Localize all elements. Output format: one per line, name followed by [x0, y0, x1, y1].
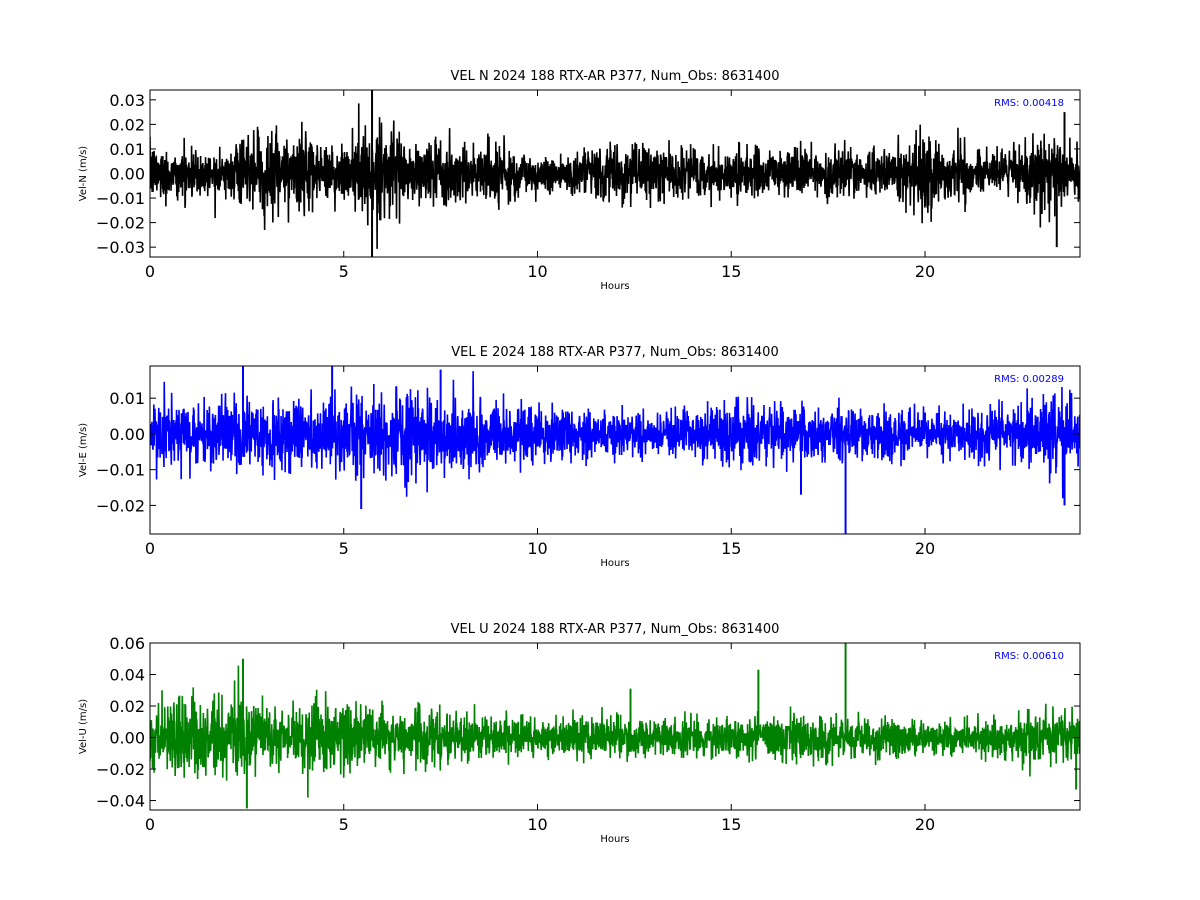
y-tick-label: −0.01 — [96, 461, 145, 480]
x-tick-label: 10 — [527, 262, 547, 281]
chart-title: VEL E 2024 188 RTX-AR P377, Num_Obs: 863… — [451, 345, 778, 360]
x-tick-label: 0 — [145, 262, 155, 281]
x-tick-label: 5 — [339, 539, 349, 558]
y-tick-label: 0.00 — [109, 425, 145, 444]
x-tick-label: 10 — [527, 815, 547, 834]
velocity-up-panel: 0 5 10 15 20 −0.04 −0.02 0.00 0.02 0.04 0.06 VEL U … — [78, 622, 1081, 845]
y-tick-label: 0.02 — [109, 115, 145, 134]
x-tick-label: 20 — [915, 539, 935, 558]
x-tick-label: 15 — [721, 539, 741, 558]
axes-frame — [149, 365, 1081, 535]
y-axis-label: Vel-E (m/s) — [78, 423, 89, 477]
x-tick-label: 10 — [527, 539, 547, 558]
x-tick-label: 20 — [915, 262, 935, 281]
velocity-north-panel: 0 5 10 15 20 −0.03 −0.02 −0.01 0.00 0.01 0.02 0.03 V… — [78, 69, 1081, 292]
y-tick-label: −0.02 — [96, 496, 145, 515]
y-tick-label: 0.04 — [109, 666, 145, 685]
series-line — [150, 103, 1080, 249]
y-tick-label: −0.01 — [96, 189, 145, 208]
x-tick-label: 5 — [339, 815, 349, 834]
rms-annotation: RMS: 0.00418 — [994, 98, 1064, 109]
y-tick-label: 0.06 — [109, 634, 145, 653]
y-tick-label: 0.03 — [109, 91, 145, 110]
x-axis-label: Hours — [600, 558, 629, 569]
y-axis-label: Vel-N (m/s) — [78, 146, 89, 201]
x-axis-label: Hours — [600, 834, 629, 845]
y-tick-label: 0.00 — [109, 729, 145, 748]
y-tick-label: −0.02 — [96, 214, 145, 233]
rms-annotation: RMS: 0.00610 — [994, 651, 1064, 662]
y-tick-label: −0.03 — [96, 238, 145, 257]
x-axis-label: Hours — [600, 281, 629, 292]
y-tick-label: 0.02 — [109, 697, 145, 716]
x-tick-label: 5 — [339, 262, 349, 281]
axes-frame — [149, 642, 1081, 811]
rms-annotation: RMS: 0.00289 — [994, 374, 1064, 385]
chart-title: VEL N 2024 188 RTX-AR P377, Num_Obs: 863… — [451, 69, 780, 84]
x-tick-label: 15 — [721, 262, 741, 281]
y-tick-label: 0.01 — [109, 140, 145, 159]
x-tick-label: 15 — [721, 815, 741, 834]
x-tick-label: 0 — [145, 539, 155, 558]
x-tick-label: 0 — [145, 815, 155, 834]
y-tick-label: 0.00 — [109, 165, 145, 184]
x-tick-label: 20 — [915, 815, 935, 834]
velocity-east-panel: 0 5 10 15 20 −0.02 −0.01 0.00 0.01 VEL E 2024 188… — [78, 345, 1081, 569]
y-tick-label: −0.04 — [96, 792, 145, 811]
series-line — [150, 371, 1080, 499]
y-axis-label: Vel-U (m/s) — [78, 699, 89, 754]
y-tick-label: 0.01 — [109, 389, 145, 408]
series-line — [150, 665, 1080, 798]
y-tick-label: −0.02 — [96, 760, 145, 779]
chart-title: VEL U 2024 188 RTX-AR P377, Num_Obs: 863… — [451, 622, 780, 637]
